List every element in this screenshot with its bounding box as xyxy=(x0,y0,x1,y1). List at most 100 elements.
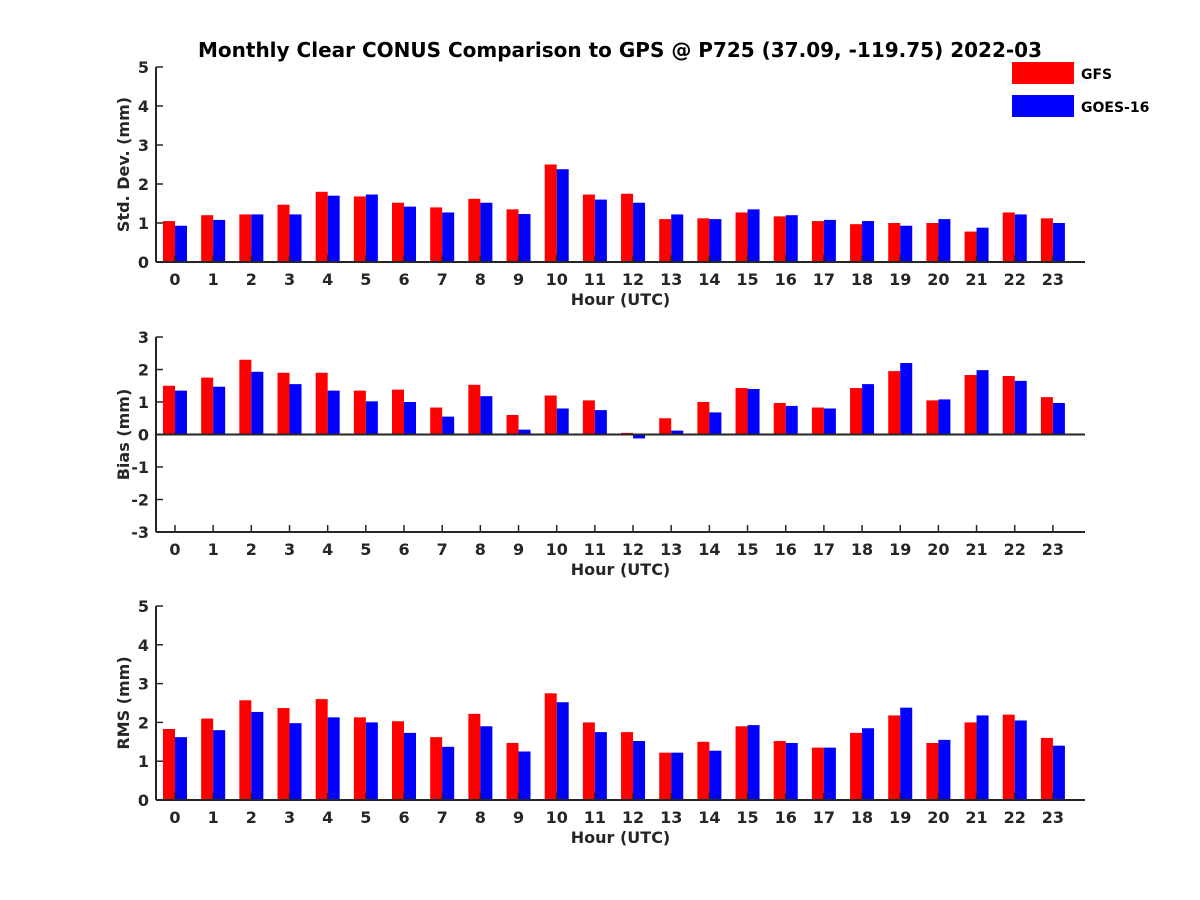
bar-gfs-hour-12 xyxy=(621,193,634,262)
bar-goes16-hour-16 xyxy=(785,215,798,262)
bar-goes16-hour-7 xyxy=(442,416,455,435)
x-tick-label: 8 xyxy=(475,540,486,559)
bar-gfs-hour-10 xyxy=(544,693,557,800)
y-tick-label: 1 xyxy=(138,752,149,771)
x-tick-label: 13 xyxy=(660,540,682,559)
bar-goes16-hour-3 xyxy=(289,384,302,435)
bar-gfs-hour-18 xyxy=(850,224,863,262)
legend-label-goes16: GOES-16 xyxy=(1081,100,1149,116)
x-tick-label: 18 xyxy=(851,808,873,827)
bar-goes16-hour-18 xyxy=(862,384,875,435)
x-tick-label: 16 xyxy=(775,808,797,827)
x-tick-label: 9 xyxy=(513,808,524,827)
bar-goes16-hour-2 xyxy=(251,371,264,435)
x-tick-label: 19 xyxy=(889,540,911,559)
x-tick-label: 12 xyxy=(622,540,644,559)
bar-gfs-hour-4 xyxy=(315,372,328,435)
bar-goes16-hour-20 xyxy=(938,219,951,262)
bar-gfs-hour-21 xyxy=(964,722,977,800)
legend: GFS GOES-16 xyxy=(1012,62,1149,117)
bar-goes16-hour-9 xyxy=(518,429,531,435)
bar-gfs-hour-20 xyxy=(926,223,939,262)
x-tick-label: 12 xyxy=(622,270,644,289)
x-tick-label: 23 xyxy=(1042,540,1064,559)
bar-gfs-hour-20 xyxy=(926,742,939,800)
bar-goes16-hour-9 xyxy=(518,214,531,262)
bar-gfs-hour-20 xyxy=(926,400,939,435)
bar-goes16-hour-10 xyxy=(556,169,569,262)
x-tick-label: 3 xyxy=(284,808,295,827)
bar-goes16-hour-6 xyxy=(404,732,417,800)
bar-goes16-hour-12 xyxy=(633,202,646,262)
bar-goes16-hour-20 xyxy=(938,739,951,800)
bar-goes16-hour-22 xyxy=(1014,380,1027,435)
x-tick-label: 3 xyxy=(284,540,295,559)
bar-goes16-hour-6 xyxy=(404,402,417,435)
bar-goes16-hour-19 xyxy=(900,363,913,435)
y-axis-label: RMS (mm) xyxy=(114,656,133,749)
bar-goes16-hour-10 xyxy=(556,702,569,800)
bar-gfs-hour-22 xyxy=(1002,212,1015,262)
bar-gfs-hour-7 xyxy=(430,207,443,262)
x-tick-label: 8 xyxy=(475,270,486,289)
y-tick-label: 0 xyxy=(138,253,149,272)
x-tick-label: 4 xyxy=(322,540,333,559)
x-tick-label: 18 xyxy=(851,540,873,559)
bar-goes16-hour-21 xyxy=(976,227,989,262)
bar-gfs-hour-17 xyxy=(811,221,824,262)
bar-goes16-hour-8 xyxy=(480,726,493,800)
bar-gfs-hour-6 xyxy=(392,202,405,262)
bar-gfs-hour-13 xyxy=(659,418,672,435)
bar-goes16-hour-5 xyxy=(365,194,378,262)
x-tick-label: 15 xyxy=(736,808,758,827)
bar-gfs-hour-17 xyxy=(811,407,824,435)
x-tick-label: 2 xyxy=(246,270,257,289)
chart-title: Monthly Clear CONUS Comparison to GPS @ … xyxy=(198,38,1042,62)
bar-gfs-hour-22 xyxy=(1002,376,1015,435)
y-tick-label: -1 xyxy=(131,458,149,477)
bar-gfs-hour-11 xyxy=(582,722,595,800)
bar-gfs-hour-19 xyxy=(888,715,901,800)
x-tick-label: 0 xyxy=(169,270,180,289)
bar-gfs-hour-15 xyxy=(735,212,748,262)
x-tick-label: 9 xyxy=(513,270,524,289)
bar-goes16-hour-11 xyxy=(594,732,607,800)
bar-gfs-hour-7 xyxy=(430,737,443,800)
y-tick-label: 3 xyxy=(138,328,149,347)
bar-gfs-hour-16 xyxy=(773,216,786,262)
bar-gfs-hour-0 xyxy=(163,728,175,800)
bar-gfs-hour-18 xyxy=(850,388,863,435)
bar-gfs-hour-18 xyxy=(850,732,863,800)
bar-goes16-hour-5 xyxy=(365,722,378,800)
bar-goes16-hour-23 xyxy=(1052,223,1065,262)
bar-gfs-hour-0 xyxy=(163,385,175,435)
y-tick-label: 0 xyxy=(138,426,149,445)
x-tick-label: 19 xyxy=(889,270,911,289)
bar-goes16-hour-14 xyxy=(709,412,722,435)
x-tick-label: 6 xyxy=(398,540,409,559)
bar-gfs-hour-5 xyxy=(353,717,366,800)
bar-gfs-hour-21 xyxy=(964,231,977,262)
x-tick-label: 3 xyxy=(284,270,295,289)
x-tick-label: 20 xyxy=(927,270,949,289)
bar-gfs-hour-13 xyxy=(659,219,672,262)
x-tick-label: 22 xyxy=(1004,540,1026,559)
y-tick-label: -2 xyxy=(131,491,149,510)
bar-gfs-hour-2 xyxy=(239,700,252,800)
bar-goes16-hour-2 xyxy=(251,711,264,800)
bar-gfs-hour-15 xyxy=(735,726,748,800)
bar-goes16-hour-0 xyxy=(175,390,187,435)
bar-goes16-hour-5 xyxy=(365,401,378,435)
bar-gfs-hour-8 xyxy=(468,198,481,262)
y-axis-label: Std. Dev. (mm) xyxy=(114,97,133,232)
bar-gfs-hour-7 xyxy=(430,407,443,435)
x-tick-label: 12 xyxy=(622,808,644,827)
bar-goes16-hour-11 xyxy=(594,410,607,435)
bar-goes16-hour-23 xyxy=(1052,745,1065,800)
bar-gfs-hour-4 xyxy=(315,699,328,800)
bar-goes16-hour-12 xyxy=(633,434,646,439)
bar-goes16-hour-4 xyxy=(327,195,340,262)
bar-gfs-hour-23 xyxy=(1040,218,1053,262)
bar-goes16-hour-14 xyxy=(709,219,722,262)
